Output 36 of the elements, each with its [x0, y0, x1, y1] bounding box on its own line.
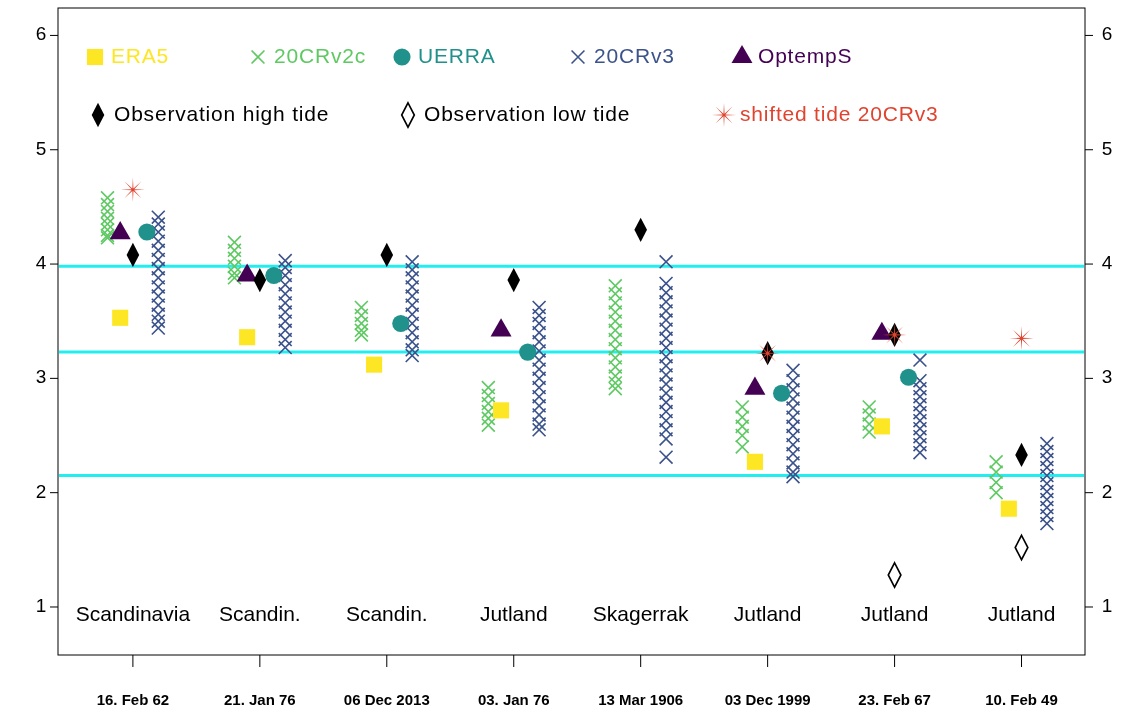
- legend-label: OptempS: [758, 43, 853, 67]
- y2-tick-label: 5: [1101, 137, 1113, 159]
- y-tick-label: 2: [35, 480, 47, 502]
- y2-tick-label: 6: [1101, 23, 1113, 45]
- legend-label: UERRA: [418, 43, 496, 67]
- x-tick-label: 03 Dec 1999: [724, 690, 811, 708]
- y2-tick-label: 1: [1101, 595, 1113, 617]
- annotation: Jutland: [987, 601, 1056, 625]
- x-tick-label: 13 Mar 1906: [598, 690, 684, 708]
- x-tick-label: 10. Feb 49: [985, 690, 1058, 708]
- y-tick-label: 6: [35, 23, 47, 45]
- annotation: Scandin.: [345, 601, 428, 625]
- legend-label: Observation high tide: [114, 101, 330, 125]
- x-tick-label: 16. Feb 62: [96, 690, 170, 708]
- y2-tick-label: 2: [1101, 480, 1113, 502]
- x-tick-label: 23. Feb 67: [858, 690, 931, 708]
- annotation: Jutland: [479, 601, 548, 625]
- y-tick-label: 5: [35, 137, 47, 159]
- y2-tick-label: 4: [1101, 252, 1113, 274]
- legend-label: Observation low tide: [424, 101, 631, 125]
- annotation: Jutland: [860, 601, 929, 625]
- x-tick-label: 21. Jan 76: [223, 690, 296, 708]
- legend-label: 20CRv3: [594, 43, 675, 67]
- annotation: Jutland: [733, 601, 802, 625]
- y-tick-label: 1: [35, 595, 47, 617]
- y-tick-label: 3: [35, 366, 47, 388]
- x-tick-label: 03. Jan 76: [477, 690, 550, 708]
- y2-tick-label: 3: [1101, 366, 1113, 388]
- legend-label: 20CRv2c: [274, 43, 366, 67]
- y-tick-label: 4: [35, 252, 47, 274]
- legend-label: ERA5: [111, 43, 170, 67]
- annotation: Skagerrak: [592, 601, 690, 625]
- annotation: Scandinavia: [75, 601, 191, 625]
- x-tick-label: 06 Dec 2013: [343, 690, 430, 708]
- legend-label: shifted tide 20CRv3: [740, 101, 939, 125]
- annotation: Scandin.: [218, 601, 301, 625]
